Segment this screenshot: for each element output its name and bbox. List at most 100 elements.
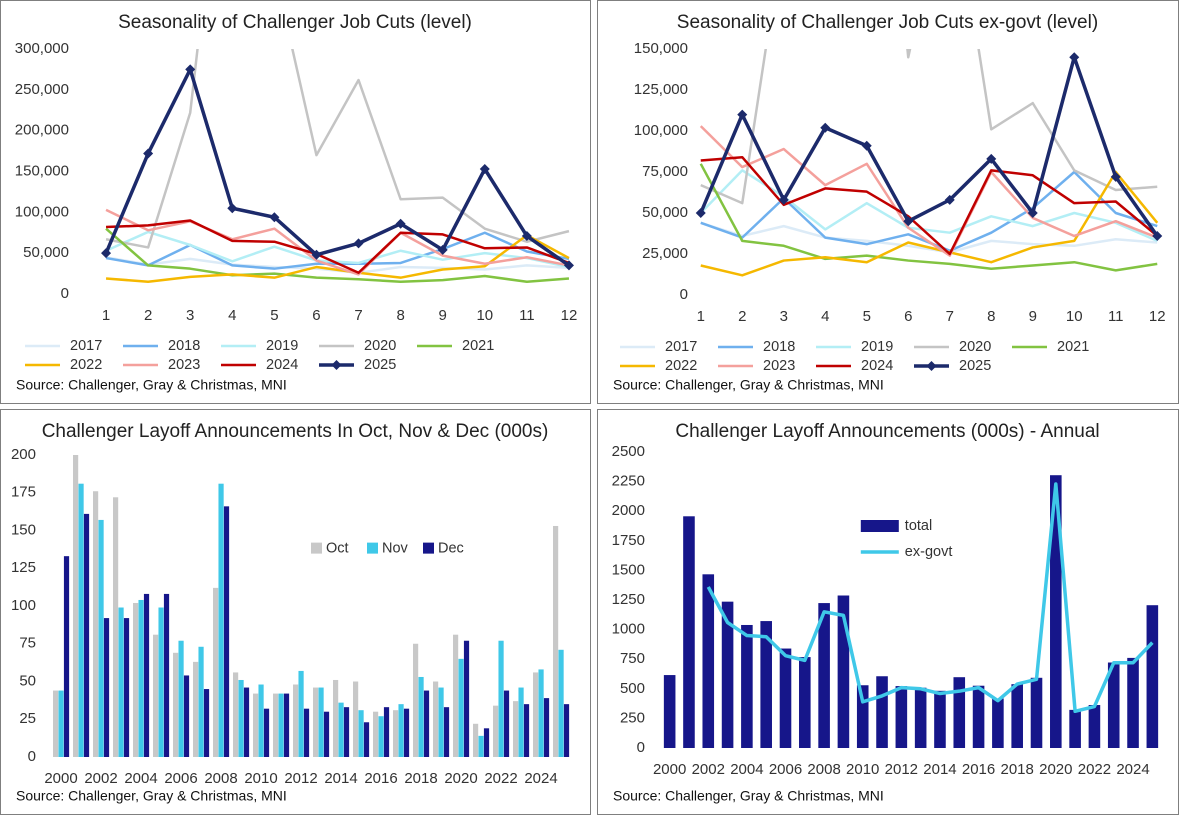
line [700, 155, 1159, 256]
x-tick-label: 2004 [730, 761, 763, 778]
marker [479, 164, 490, 175]
bar [1069, 709, 1081, 748]
y-tick-label: 750 [620, 650, 645, 667]
bar [453, 634, 459, 757]
bar [173, 652, 179, 757]
marker [1110, 171, 1121, 182]
bar [760, 621, 772, 748]
bar [779, 648, 792, 748]
bar [953, 677, 966, 748]
bar [298, 670, 304, 757]
bar [138, 599, 144, 757]
chart-title: Challenger Layoff Announcements In Oct, … [42, 421, 549, 442]
legend-label: 2022 [70, 357, 102, 373]
bar [1030, 677, 1043, 748]
y-tick-label: 250 [620, 709, 645, 726]
legend-label: 2025 [959, 358, 991, 374]
source: Source: Challenger, Gray & Christmas, MN… [613, 788, 884, 804]
bar [498, 640, 504, 757]
bar [543, 698, 550, 757]
bar [343, 707, 350, 757]
x-tick-label: 2010 [846, 761, 879, 778]
legend-label: 2021 [1057, 339, 1089, 355]
legend-swatch [367, 542, 378, 554]
bar [118, 607, 124, 757]
bar [972, 685, 985, 748]
marker [227, 203, 238, 214]
bar [818, 603, 830, 748]
bar [213, 587, 219, 757]
x-tick-label: 2004 [124, 770, 157, 787]
x-tick-label: 2018 [404, 770, 437, 787]
legend-label: 2024 [266, 357, 298, 373]
bar [403, 708, 410, 757]
line [699, 55, 1159, 237]
bar [133, 602, 139, 757]
bar [393, 710, 399, 757]
legend-label: 2018 [763, 339, 795, 355]
bar [513, 701, 519, 757]
x-tick-label: 1 [697, 308, 705, 325]
y-tick-label: 300,000 [15, 40, 69, 57]
line [700, 49, 1158, 205]
x-tick-label: 4 [228, 307, 236, 324]
legend-label: 2021 [462, 338, 494, 354]
legend-label: 2024 [861, 358, 893, 374]
bar [518, 687, 524, 757]
bar [914, 687, 927, 748]
y-tick-label: 2250 [612, 473, 645, 490]
x-tick-label: 3 [186, 307, 194, 324]
marker [944, 194, 955, 205]
y-tick-label: 150,000 [15, 162, 69, 179]
x-tick-label: 2022 [484, 770, 517, 787]
bar [363, 722, 370, 757]
y-tick-label: 2500 [612, 443, 645, 460]
bar [353, 681, 359, 757]
bar [153, 634, 159, 757]
legend-swatch [423, 542, 434, 554]
bar [523, 704, 530, 757]
bar [837, 595, 850, 748]
y-tick-label: 50,000 [23, 244, 69, 261]
bar [423, 690, 430, 757]
legend-label: 2025 [364, 357, 396, 373]
bar [721, 601, 734, 748]
x-tick-label: 12 [1149, 308, 1166, 325]
bar [463, 640, 470, 757]
y-tick-label: 75,000 [642, 163, 688, 180]
bar [799, 657, 811, 748]
legend-label: Nov [382, 540, 409, 556]
x-tick-label: 8 [987, 308, 995, 325]
legend-marker [331, 360, 342, 370]
line [105, 49, 570, 249]
y-tick-label: 2000 [612, 502, 645, 519]
bar [378, 716, 384, 757]
y-tick-label: 150,000 [634, 40, 688, 57]
y-tick-label: 175 [11, 484, 36, 501]
y-tick-label: 125,000 [634, 81, 688, 98]
source: Source: Challenger, Gray & Christmas, MN… [16, 788, 287, 804]
source: Source: Challenger, Gray & Christmas, MN… [613, 377, 884, 393]
legend-label: 2023 [763, 358, 795, 374]
bar [1011, 684, 1023, 748]
line [105, 230, 570, 269]
x-tick-label: 9 [439, 307, 447, 324]
legend-label: 2023 [168, 357, 200, 373]
legend-label: ex-govt [905, 544, 953, 560]
bar [293, 684, 299, 757]
bar [103, 618, 110, 757]
bar [683, 516, 695, 748]
x-tick-label: 2006 [769, 761, 802, 778]
bar [538, 669, 544, 757]
x-tick-label: 2024 [524, 770, 557, 787]
x-tick-label: 2020 [1039, 761, 1072, 778]
bar [78, 483, 84, 757]
bar [158, 607, 164, 757]
marker [143, 148, 154, 159]
x-tick-label: 2008 [204, 770, 237, 787]
legend-swatch [311, 542, 322, 554]
y-tick-label: 0 [680, 286, 688, 303]
y-tick-label: 50,000 [642, 204, 688, 221]
line [699, 163, 1158, 272]
x-tick-label: 11 [1108, 308, 1124, 325]
